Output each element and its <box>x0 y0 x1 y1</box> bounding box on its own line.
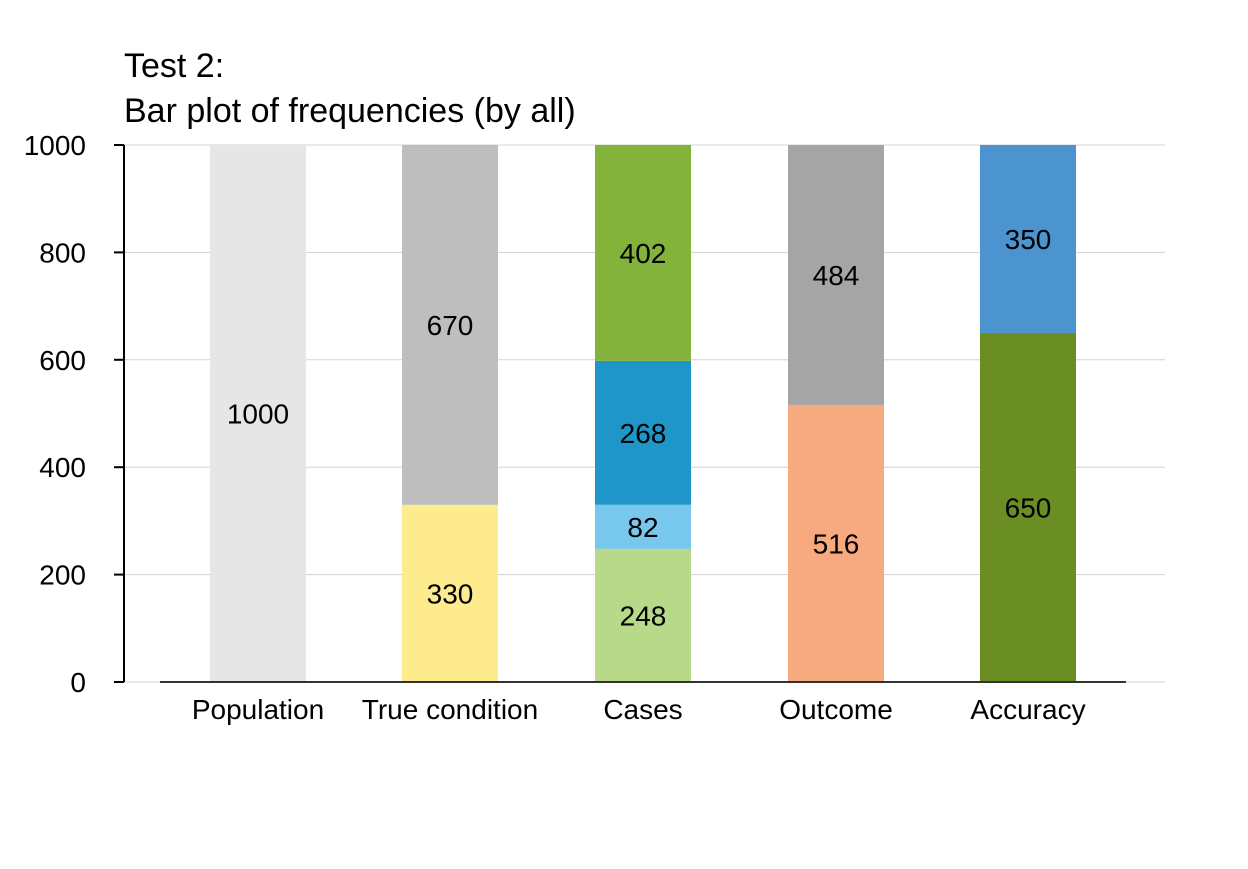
segment-label: 516 <box>813 528 860 559</box>
segment-label: 330 <box>427 578 474 609</box>
axes: 0 200 400 600 800 1000 Population True conditio… <box>24 130 1126 725</box>
segment-label: 650 <box>1005 492 1052 523</box>
y-tick-label: 800 <box>39 237 86 268</box>
chart-title: Test 2: <box>124 47 224 85</box>
segment-label: 350 <box>1005 224 1052 255</box>
segment-label: 248 <box>620 600 667 631</box>
x-category-label: True condition <box>362 694 538 725</box>
y-tick-label: 0 <box>70 667 86 698</box>
segment-label: 268 <box>620 418 667 449</box>
x-category-label: Cases <box>603 694 682 725</box>
bar-segment-cases-2 <box>595 360 691 505</box>
x-category-label: Accuracy <box>970 694 1085 725</box>
segment-label: 402 <box>620 238 667 269</box>
segment-label: 670 <box>427 310 474 341</box>
bar-segment-true-condition-0 <box>402 504 498 682</box>
y-tick-label: 600 <box>39 345 86 376</box>
bars <box>210 145 1076 682</box>
segment-label: 484 <box>813 260 860 291</box>
bar-segment-true-condition-1 <box>402 145 498 505</box>
x-category-label: Population <box>192 694 324 725</box>
bar-segment-accuracy-0 <box>980 332 1076 682</box>
chart-subtitle: Bar plot of frequencies (by all) <box>124 92 576 130</box>
bar-segment-population-0 <box>210 145 306 682</box>
segment-label: 1000 <box>227 399 289 430</box>
x-category-label: Outcome <box>779 694 893 725</box>
bar-segment-cases-0 <box>595 548 691 682</box>
y-tick-label: 200 <box>39 560 86 591</box>
bar-segment-outcome-1 <box>788 145 884 405</box>
bar-segment-cases-3 <box>595 145 691 361</box>
y-tick-label: 400 <box>39 452 86 483</box>
segment-label: 82 <box>627 512 658 543</box>
segment-labels: 1000 330 670 248 82 268 402 516 484 650 350 <box>227 224 1052 631</box>
bar-segment-accuracy-1 <box>980 145 1076 333</box>
bar-segment-outcome-0 <box>788 404 884 682</box>
y-tick-label: 1000 <box>24 130 86 161</box>
bar-segment-cases-1 <box>595 504 691 549</box>
